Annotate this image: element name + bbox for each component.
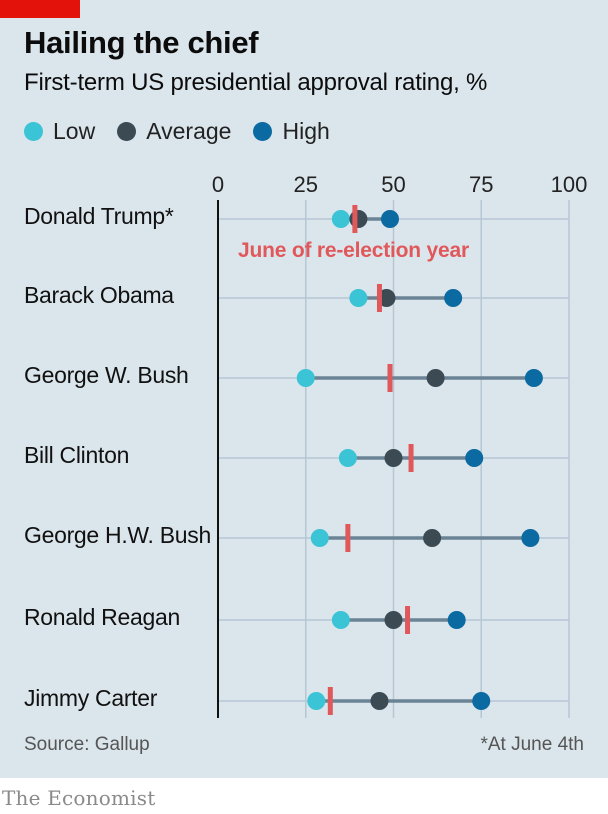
chart-panel bbox=[0, 0, 608, 778]
x-tick-label: 0 bbox=[212, 172, 224, 197]
row-label: George W. Bush bbox=[24, 362, 189, 388]
chart-subtitle: First-term US presidential approval rati… bbox=[24, 69, 488, 96]
legend-item-high: High bbox=[253, 118, 330, 145]
x-tick-label: 25 bbox=[294, 172, 318, 197]
high-point bbox=[444, 289, 463, 307]
legend-high-dot-icon bbox=[253, 122, 273, 141]
low-point bbox=[349, 289, 368, 307]
row-label: Ronald Reagan bbox=[24, 604, 180, 630]
footnote: *At June 4th bbox=[480, 734, 584, 755]
row-label: Barack Obama bbox=[24, 282, 174, 308]
june-marker bbox=[352, 205, 358, 233]
economist-logo: The Economist bbox=[2, 786, 156, 810]
legend-average-dot-icon bbox=[117, 122, 137, 141]
row-label: Bill Clinton bbox=[24, 442, 130, 468]
low-point bbox=[331, 210, 350, 228]
high-point bbox=[524, 369, 543, 387]
row-label: Donald Trump* bbox=[24, 203, 174, 229]
june-marker bbox=[376, 284, 382, 312]
june-marker bbox=[387, 364, 393, 392]
x-tick-label: 75 bbox=[469, 172, 493, 197]
high-point bbox=[465, 449, 484, 467]
source-note: Source: Gallup bbox=[24, 734, 150, 755]
average-point bbox=[384, 449, 403, 467]
low-point bbox=[338, 449, 357, 467]
legend-item-average: Average bbox=[117, 118, 231, 145]
high-point bbox=[380, 210, 399, 228]
june-marker bbox=[408, 444, 414, 472]
average-point bbox=[384, 611, 403, 629]
low-point bbox=[331, 611, 350, 629]
brand-red-tab bbox=[0, 0, 80, 18]
average-point bbox=[377, 289, 396, 307]
x-tick-label: 100 bbox=[551, 172, 588, 197]
legend-average-label: Average bbox=[146, 118, 232, 144]
legend-item-low: Low bbox=[24, 118, 95, 145]
row-label: Jimmy Carter bbox=[24, 685, 158, 711]
x-tick-label: 50 bbox=[381, 172, 405, 197]
dot-range-chart: 0 25 50 75 100 bbox=[212, 172, 588, 718]
legend-low-label: Low bbox=[53, 118, 96, 144]
high-point bbox=[447, 611, 466, 629]
legend: Low Average High bbox=[24, 118, 352, 145]
average-point bbox=[423, 529, 442, 547]
average-point bbox=[370, 692, 389, 710]
june-annotation: June of re-election year bbox=[238, 239, 469, 262]
june-marker bbox=[327, 687, 333, 715]
low-point bbox=[296, 369, 315, 387]
high-point bbox=[521, 529, 540, 547]
average-point bbox=[426, 369, 445, 387]
low-point bbox=[307, 692, 326, 710]
row-label: George H.W. Bush bbox=[24, 522, 211, 548]
average-point bbox=[349, 210, 368, 228]
legend-high-label: High bbox=[282, 118, 330, 144]
chart-title: Hailing the chief bbox=[24, 25, 259, 60]
low-point bbox=[310, 529, 329, 547]
june-marker bbox=[405, 606, 411, 634]
legend-low-dot-icon bbox=[24, 122, 43, 141]
high-point bbox=[472, 692, 491, 710]
june-marker bbox=[345, 524, 351, 552]
